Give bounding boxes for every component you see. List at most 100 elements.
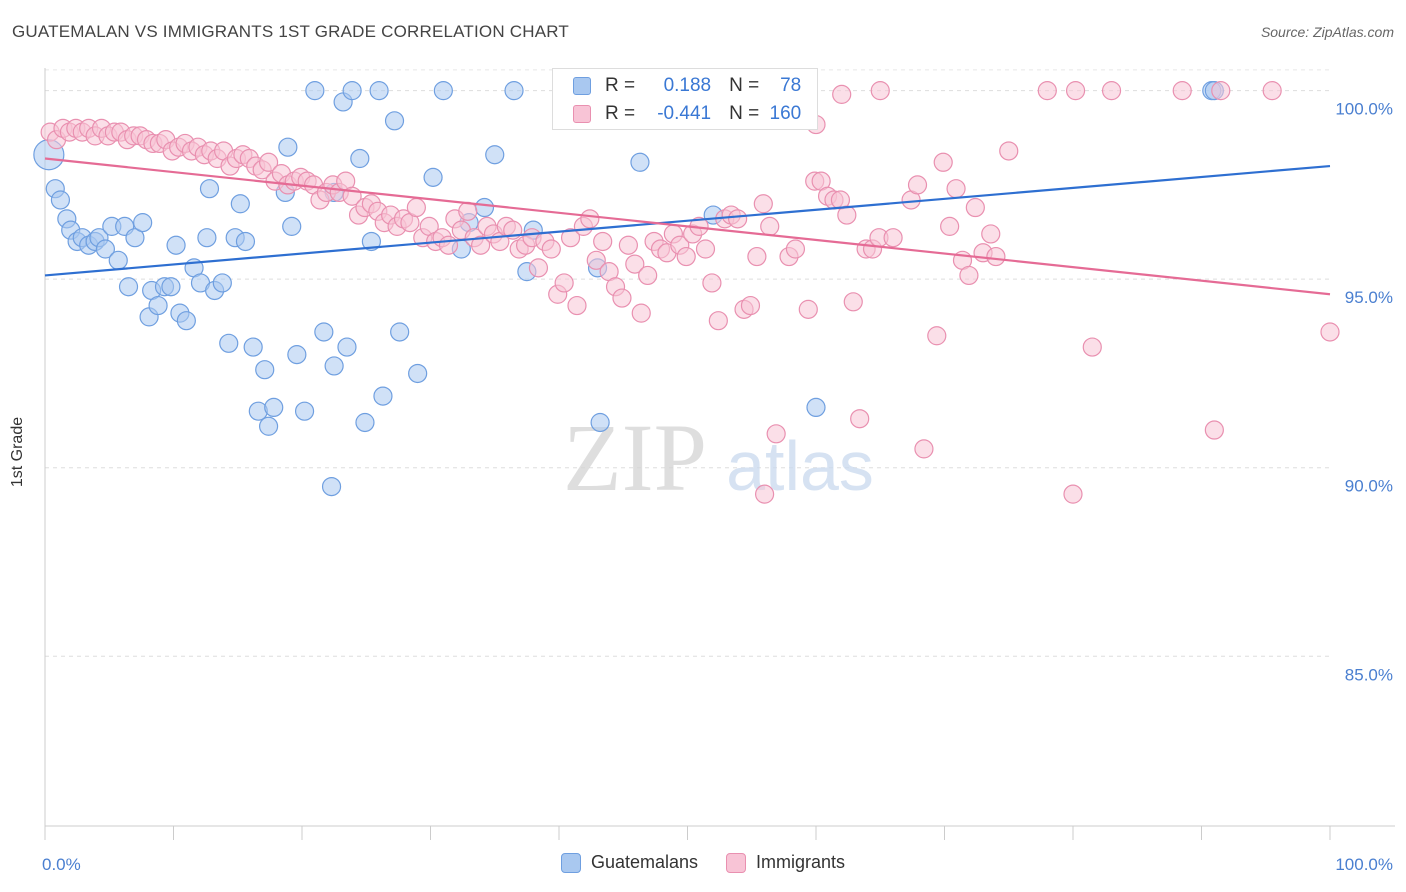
immigrant-point xyxy=(528,258,549,278)
guatemalan-point xyxy=(342,81,362,101)
legend-n-value-immigrants: 160 xyxy=(769,103,802,124)
immigrant-point xyxy=(438,235,459,255)
guatemalan-point xyxy=(314,322,334,342)
immigrant-point xyxy=(760,216,780,236)
trendline-guatemalans xyxy=(44,164,1331,277)
guatemalan-point xyxy=(806,397,826,418)
immigrant-point xyxy=(593,231,613,252)
immigrant-point xyxy=(471,235,491,255)
legend-n-value-guatemalans: 78 xyxy=(780,75,802,96)
immigrant-point xyxy=(940,216,960,236)
immigrant-point xyxy=(728,209,748,229)
x-tick-label: 0.0% xyxy=(42,855,81,874)
guatemalan-point xyxy=(433,81,453,101)
immigrant-point xyxy=(870,81,890,101)
guatemalan-point xyxy=(485,145,505,165)
immigrant-point xyxy=(702,273,722,293)
immigrant-point xyxy=(567,295,587,316)
y-tick-label: 85.0% xyxy=(1345,665,1393,684)
legend-r-label: R = xyxy=(605,103,636,124)
legend-r-value-guatemalans: 0.188 xyxy=(663,75,712,96)
immigrant-point xyxy=(785,239,806,259)
guatemalan-point xyxy=(219,333,239,353)
guatemalan-point xyxy=(305,81,325,101)
immigrant-point xyxy=(258,152,279,172)
immigrant-point xyxy=(907,175,928,195)
chart-title: GUATEMALAN VS IMMIGRANTS 1ST GRADE CORRE… xyxy=(12,22,569,41)
y-tick-label: 95.0% xyxy=(1345,288,1393,307)
immigrant-point xyxy=(981,224,1001,244)
guatemalan-point xyxy=(278,137,298,157)
immigrant-point xyxy=(843,292,863,312)
immigrant-point xyxy=(554,273,574,293)
guatemalan-point xyxy=(243,337,263,357)
y-tick-labels: 85.0% 90.0% 95.0% 100.0% xyxy=(1335,100,1393,685)
trend-lines xyxy=(44,157,1331,296)
x-tick-labels: 0.0% 100.0% xyxy=(42,855,1393,874)
immigrant-point xyxy=(695,239,716,259)
immigrant-point xyxy=(999,141,1019,161)
guatemalan-point xyxy=(133,213,153,233)
immigrant-point xyxy=(747,246,767,267)
immigrant-point xyxy=(965,197,985,218)
legend-item-immigrants[interactable]: Immigrants xyxy=(726,852,845,873)
guatemalan-point xyxy=(384,111,405,131)
watermark-atlas: atlas xyxy=(726,427,874,505)
immigrant-point xyxy=(676,246,696,267)
immigrant-point xyxy=(754,484,775,504)
immigrant-point xyxy=(638,265,658,286)
guatemalan-point xyxy=(337,337,357,357)
y-tick-label: 100.0% xyxy=(1335,100,1393,119)
watermark: ZIP atlas xyxy=(563,404,874,511)
immigrant-point xyxy=(618,235,638,255)
guatemalan-point xyxy=(148,295,168,316)
guatemalan-point xyxy=(230,194,250,214)
guatemalan-point xyxy=(361,231,381,252)
immigrant-point xyxy=(1172,81,1192,101)
immigrant-point xyxy=(753,194,773,214)
immigrant-point xyxy=(914,439,934,459)
immigrant-point xyxy=(406,197,426,218)
immigrant-point xyxy=(1262,81,1282,101)
guatemalan-point xyxy=(235,231,256,252)
guatemalan-point xyxy=(321,476,342,497)
immigrant-point xyxy=(1211,81,1231,101)
guatemalan-point xyxy=(324,356,344,376)
watermark-zip: ZIP xyxy=(563,404,707,511)
immigrant-point xyxy=(959,265,979,286)
immigrant-point xyxy=(560,228,581,248)
legend-swatch-guatemalans xyxy=(560,852,581,873)
guatemalan-point xyxy=(161,277,181,297)
immigrant-point xyxy=(1320,322,1340,342)
guatemalan-point xyxy=(373,386,393,406)
legend-item-guatemalans[interactable]: Guatemalans xyxy=(560,852,698,873)
immigrant-point xyxy=(458,201,478,221)
guatemalan-point xyxy=(369,81,389,101)
guatemalan-point xyxy=(95,239,115,259)
guatemalan-point xyxy=(50,190,71,210)
legend-n-label: N = xyxy=(729,75,760,96)
guatemalan-point xyxy=(197,228,217,248)
guatemalan-point xyxy=(125,228,145,248)
immigrant-point xyxy=(740,295,761,316)
immigrant-point xyxy=(986,246,1006,267)
legend-swatch-immigrants xyxy=(726,852,747,873)
immigrant-point xyxy=(1063,484,1083,504)
trendline-immigrants xyxy=(44,157,1331,296)
guatemalan-point xyxy=(294,401,315,421)
legend-row-immigrants: R = -0.441 N = 160 xyxy=(553,100,801,128)
legend-r-value-immigrants: -0.441 xyxy=(657,103,712,124)
immigrant-point xyxy=(625,254,645,274)
series-immigrants xyxy=(40,81,1340,504)
y-tick-label: 90.0% xyxy=(1345,477,1393,496)
guatemalan-point xyxy=(590,412,610,433)
guatemalan-point xyxy=(390,322,410,342)
series-legend: Guatemalans Immigrants xyxy=(0,852,1406,873)
immigrant-point xyxy=(708,311,728,331)
immigrant-point xyxy=(832,84,852,104)
guatemalan-point xyxy=(199,179,220,199)
axes xyxy=(44,68,1395,840)
legend-r-label: R = xyxy=(605,75,636,96)
immigrant-point xyxy=(612,288,632,308)
